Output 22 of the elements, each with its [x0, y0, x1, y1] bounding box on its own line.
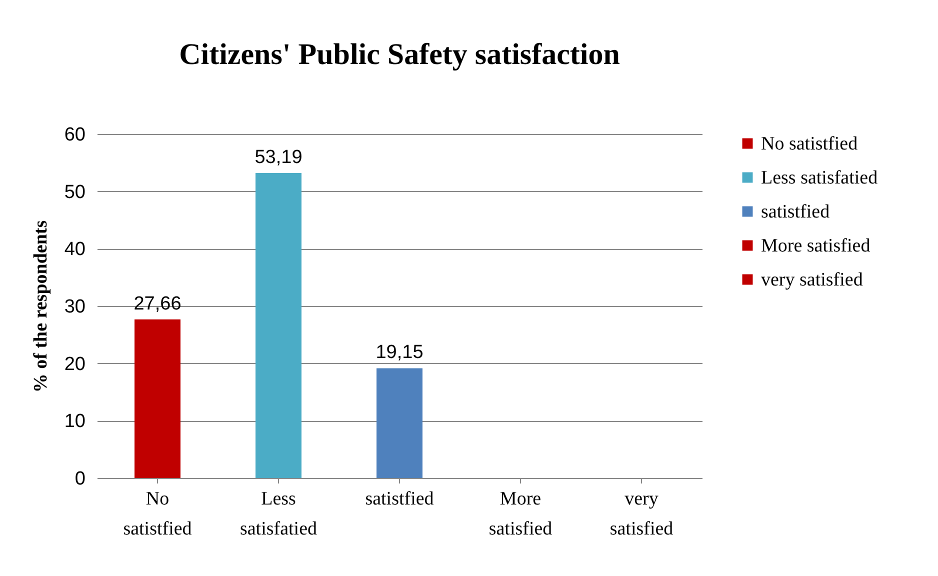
x-tick-label: More satisfied — [488, 488, 553, 540]
data-label: 53,19 — [254, 147, 302, 168]
x-tick-label: satistfied — [365, 488, 434, 510]
chart-title: Citizens' Public Safety satisfaction — [179, 38, 620, 71]
data-label: 19,15 — [376, 342, 424, 364]
x-tick-label: No satistfied — [123, 488, 192, 540]
data-label: 27,66 — [134, 293, 182, 314]
y-tick-label: 0 — [74, 468, 86, 490]
legend-label: Less satisfatied — [761, 168, 878, 188]
legend-label: More satisfied — [761, 236, 871, 256]
y-tick-label: 60 — [64, 124, 86, 146]
legend-label: No satistfied — [761, 134, 858, 154]
y-tick-label: 40 — [64, 239, 86, 260]
y-tick-label: 20 — [64, 354, 86, 375]
x-tick-label: Less satisfatied — [240, 488, 318, 540]
y-tick-label: 10 — [64, 411, 86, 432]
x-tick-label: very satisfied — [610, 488, 674, 540]
y-tick-label: 30 — [64, 296, 86, 318]
legend-label: satistfied — [761, 202, 830, 222]
y-axis-title: % of the respondents — [30, 220, 52, 393]
y-tick-label: 50 — [64, 182, 86, 203]
legend-label: very satisfied — [761, 270, 864, 290]
